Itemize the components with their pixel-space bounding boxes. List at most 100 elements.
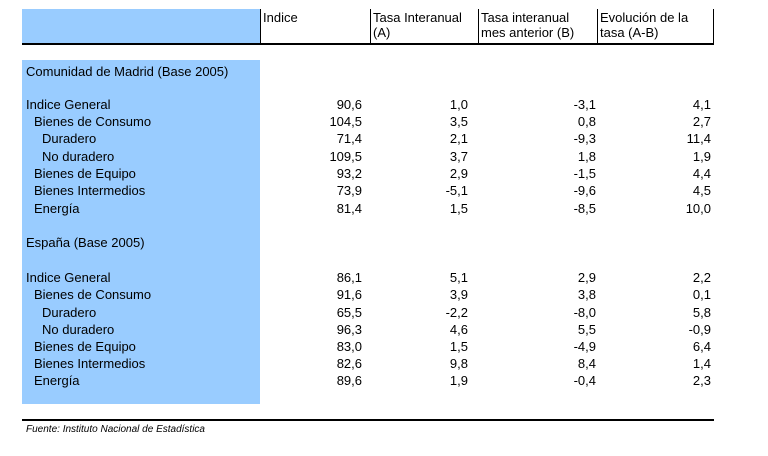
header-tasa-interanual: Tasa Interanual (A) xyxy=(373,10,462,40)
source-note: Fuente: Instituto Nacional de Estadístic… xyxy=(26,424,205,435)
cell-tasa-a: 1,5 xyxy=(449,339,468,354)
cell-indice: 109,5 xyxy=(329,149,362,164)
section-title-espana: España (Base 2005) xyxy=(22,234,714,251)
cell-tasa-b: -8,0 xyxy=(573,305,596,320)
cell-tasa-a: -2,2 xyxy=(445,305,468,320)
cell-evolucion: 5,8 xyxy=(692,305,711,320)
table-row: Duradero 65,5 -2,2 -8,0 5,8 xyxy=(22,304,714,321)
section-title: España (Base 2005) xyxy=(26,235,145,250)
header-evolucion: Evolución de la tasa (A-B) xyxy=(600,10,689,40)
table-row: Bienes Intermedios 73,9 -5,1 -9,6 4,5 xyxy=(22,182,714,199)
table-row: No duradero 96,3 4,6 5,5 -0,9 xyxy=(22,321,714,338)
column-divider xyxy=(597,9,598,44)
cell-indice: 93,2 xyxy=(336,166,362,181)
cell-tasa-b: 0,8 xyxy=(577,114,596,129)
header-rule xyxy=(22,43,714,45)
cell-indice: 71,4 xyxy=(336,131,362,146)
cell-tasa-a: 3,7 xyxy=(449,149,468,164)
row-label: Indice General xyxy=(26,97,111,112)
cell-indice: 82,6 xyxy=(336,356,362,371)
column-divider xyxy=(370,9,371,44)
cell-tasa-b: 1,8 xyxy=(577,149,596,164)
row-label: No duradero xyxy=(42,322,115,337)
row-label: Duradero xyxy=(42,131,97,146)
cell-indice: 81,4 xyxy=(336,201,362,216)
header-tasa-mes-anterior: Tasa interanual mes anterior (B) xyxy=(481,10,575,40)
cell-tasa-a: 3,9 xyxy=(449,287,468,302)
row-label: Bienes de Consumo xyxy=(34,114,152,129)
cell-tasa-b: -0,4 xyxy=(573,373,596,388)
cell-evolucion: 1,9 xyxy=(692,149,711,164)
cell-tasa-b: 8,4 xyxy=(577,356,596,371)
row-label: Bienes de Equipo xyxy=(34,339,136,354)
cell-tasa-b: 2,9 xyxy=(577,270,596,285)
footer-rule xyxy=(22,419,714,421)
cell-tasa-b: -1,5 xyxy=(573,166,596,181)
column-divider xyxy=(260,9,261,44)
cell-evolucion: 4,5 xyxy=(692,183,711,198)
section-title: Comunidad de Madrid (Base 2005) xyxy=(26,64,229,79)
cell-tasa-a: 9,8 xyxy=(449,356,468,371)
cell-indice: 91,6 xyxy=(336,287,362,302)
table-row: Bienes de Equipo 93,2 2,9 -1,5 4,4 xyxy=(22,165,714,182)
cell-indice: 104,5 xyxy=(329,114,362,129)
table-row: No duradero 109,5 3,7 1,8 1,9 xyxy=(22,148,714,165)
row-label: Bienes de Consumo xyxy=(34,287,152,302)
cell-indice: 65,5 xyxy=(336,305,362,320)
row-label: No duradero xyxy=(42,149,115,164)
cell-tasa-a: 2,1 xyxy=(449,131,468,146)
column-divider xyxy=(713,9,714,44)
table-row: Bienes de Equipo 83,0 1,5 -4,9 6,4 xyxy=(22,338,714,355)
cell-evolucion: 4,1 xyxy=(692,97,711,112)
cell-evolucion: 1,4 xyxy=(692,356,711,371)
cell-tasa-a: 1,0 xyxy=(449,97,468,112)
cell-tasa-a: -5,1 xyxy=(445,183,468,198)
cell-tasa-b: -4,9 xyxy=(573,339,596,354)
row-label-column xyxy=(22,60,260,404)
header-indice: Indice xyxy=(263,10,298,25)
cell-indice: 89,6 xyxy=(336,373,362,388)
cell-tasa-a: 2,9 xyxy=(449,166,468,181)
cell-evolucion: 4,4 xyxy=(692,166,711,181)
cell-tasa-b: -9,6 xyxy=(573,183,596,198)
table-row: Energía 81,4 1,5 -8,5 10,0 xyxy=(22,200,714,217)
table-row: Duradero 71,4 2,1 -9,3 11,4 xyxy=(22,130,714,147)
cell-evolucion: 2,7 xyxy=(692,114,711,129)
cell-evolucion: 10,0 xyxy=(685,201,711,216)
cell-tasa-b: -8,5 xyxy=(573,201,596,216)
cell-tasa-b: 5,5 xyxy=(577,322,596,337)
row-label: Energía xyxy=(34,201,80,216)
cell-evolucion: 11,4 xyxy=(686,131,711,146)
cell-tasa-a: 3,5 xyxy=(449,114,468,129)
cell-indice: 90,6 xyxy=(336,97,362,112)
header-stub-cell xyxy=(22,9,260,44)
row-label: Indice General xyxy=(26,270,111,285)
table-row: Bienes Intermedios 82,6 9,8 8,4 1,4 xyxy=(22,355,714,372)
row-label: Duradero xyxy=(42,305,97,320)
cell-evolucion: 0,1 xyxy=(692,287,711,302)
table-row: Bienes de Consumo 104,5 3,5 0,8 2,7 xyxy=(22,113,714,130)
cell-tasa-a: 4,6 xyxy=(449,322,468,337)
cell-indice: 86,1 xyxy=(336,270,362,285)
table-header: Indice Tasa Interanual (A) Tasa interanu… xyxy=(22,9,714,45)
row-label: Energía xyxy=(34,373,80,388)
cell-tasa-b: -3,1 xyxy=(573,97,596,112)
cell-evolucion: 6,4 xyxy=(692,339,711,354)
cell-evolucion: -0,9 xyxy=(688,322,711,337)
table-row: Indice General 90,6 1,0 -3,1 4,1 xyxy=(22,96,714,113)
row-label: Bienes Intermedios xyxy=(34,183,146,198)
cell-indice: 96,3 xyxy=(336,322,362,337)
cell-evolucion: 2,2 xyxy=(692,270,711,285)
column-divider xyxy=(478,9,479,44)
table-row: Indice General 86,1 5,1 2,9 2,2 xyxy=(22,269,714,286)
cell-indice: 73,9 xyxy=(336,183,362,198)
cell-tasa-a: 5,1 xyxy=(449,270,468,285)
row-label: Bienes de Equipo xyxy=(34,166,136,181)
row-label: Bienes Intermedios xyxy=(34,356,146,371)
cell-tasa-b: -9,3 xyxy=(573,131,596,146)
cell-tasa-b: 3,8 xyxy=(577,287,596,302)
table-row: Bienes de Consumo 91,6 3,9 3,8 0,1 xyxy=(22,286,714,303)
cell-tasa-a: 1,5 xyxy=(449,201,468,216)
cell-evolucion: 2,3 xyxy=(692,373,711,388)
section-title-madrid: Comunidad de Madrid (Base 2005) xyxy=(22,63,714,80)
